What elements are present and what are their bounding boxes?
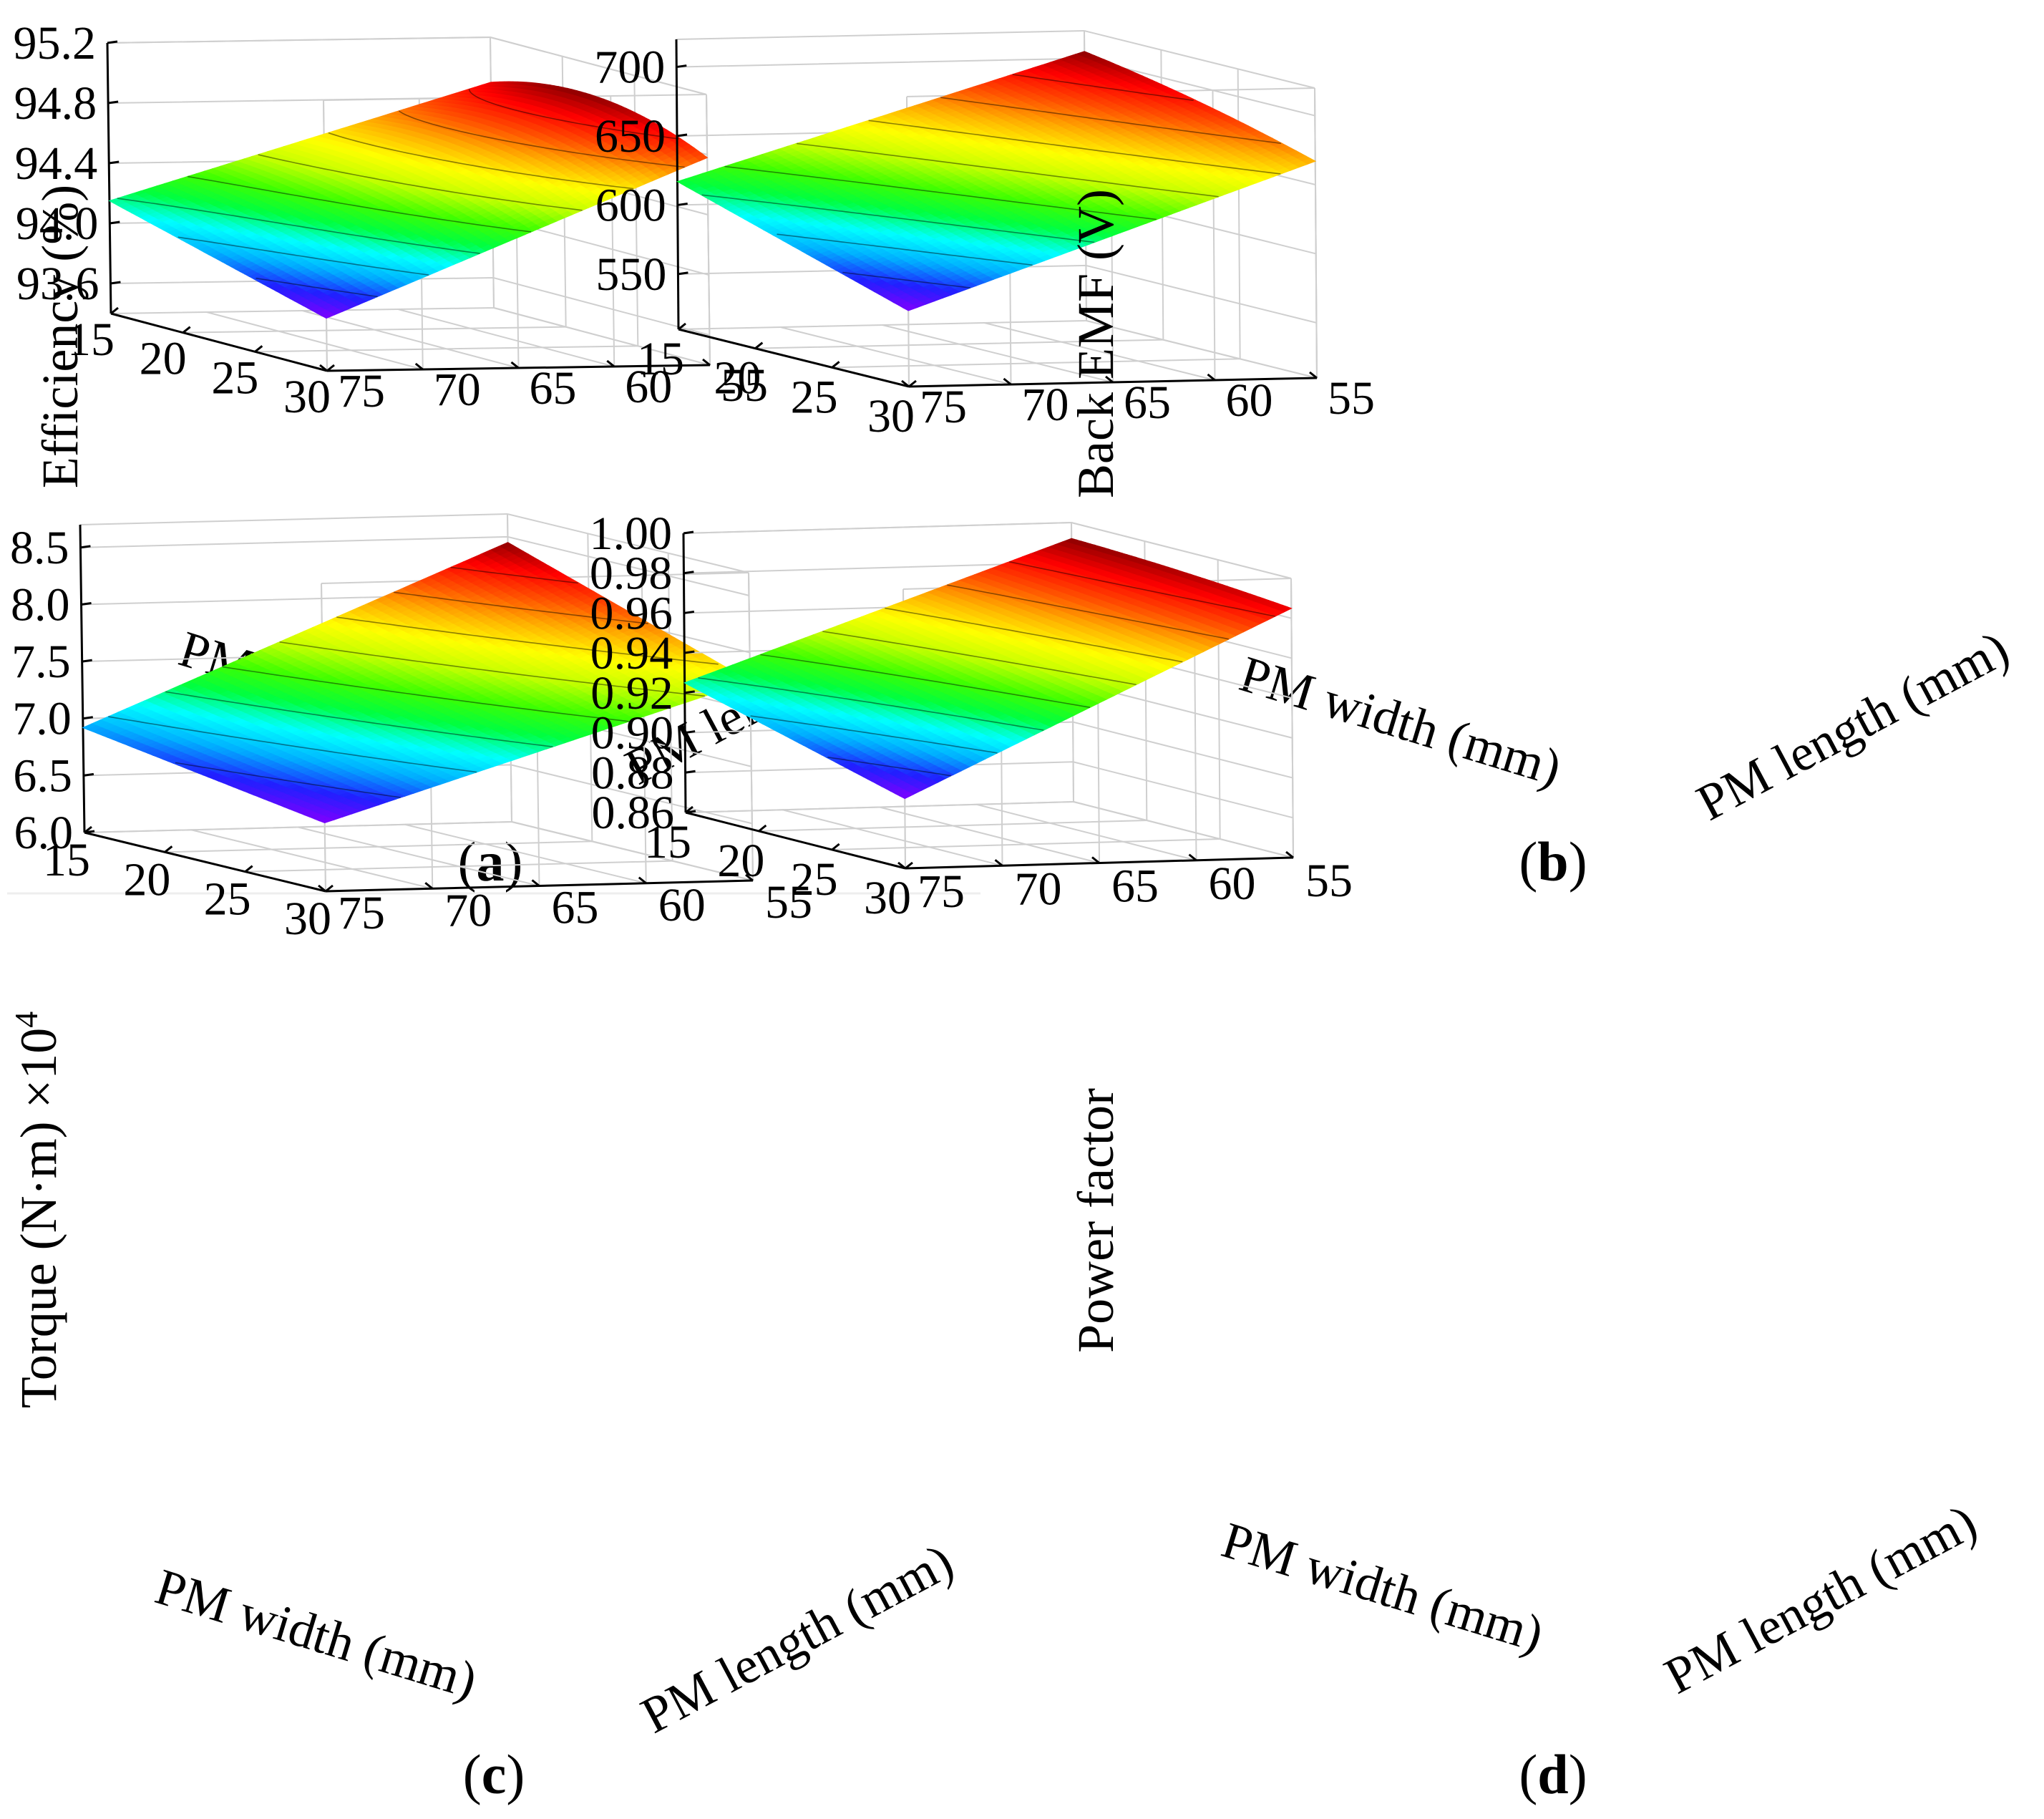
panel-a-x-tick-label: 30 (283, 371, 331, 423)
panel-b-x-tick (754, 341, 764, 349)
panel-a-z-tick-label: 93.6 (16, 258, 99, 310)
panel-a-z-tick (107, 40, 118, 44)
panel-a-y-tick-label: 70 (434, 364, 481, 416)
panel-a-grid-z (107, 36, 707, 95)
panel-a-y-tick-label: 75 (338, 365, 385, 417)
panel-b-y-axis-title: PM length (mm) (1688, 620, 2018, 832)
panel-a-z-tick (107, 100, 119, 105)
panel-a-z-tick-label: 95.2 (14, 17, 97, 69)
panel-b-x-tick-label: 15 (637, 333, 684, 385)
panel-b-z-tick-label: 650 (595, 110, 666, 163)
panel-b-x-tick-label: 20 (714, 352, 761, 404)
panel-a-z-tick (110, 220, 120, 225)
panel-b-back-emf-chart: Back EMF (V) PM width (mm) PM length (mm… (594, 30, 2018, 893)
panel-a-caption-letter: a (477, 830, 505, 893)
panel-a-z-tick-label: 94.0 (16, 198, 99, 250)
panel-b-caption: (b) (1519, 830, 1587, 893)
panel-a-y-tick-label: 65 (530, 362, 577, 414)
panel-b-z-axis (675, 39, 680, 330)
panel-b-z-axis-title: Back EMF (V) (1067, 189, 1124, 498)
panel-b-y-tick-label: 75 (920, 381, 967, 433)
panel-b-z-tick-label: 700 (594, 42, 665, 94)
panel-a-z-tick (109, 160, 120, 165)
panel-a-x-tick (110, 306, 119, 315)
panel-a-z-tick-label: 94.8 (14, 77, 97, 130)
panel-a-x-tick-label: 20 (140, 333, 187, 385)
panel-a-z-axis (106, 42, 112, 314)
panel-b-y-tick-label: 60 (1226, 374, 1273, 427)
panel-a-grid-z (110, 276, 710, 336)
panel-b-y-tick-label: 55 (1328, 372, 1375, 425)
panel-b-z-tick (677, 202, 688, 206)
panel-b-box-edge (676, 30, 1085, 40)
panel-b-x-tick-label: 25 (791, 371, 838, 423)
panel-b-caption-letter: b (1537, 830, 1568, 893)
panel-b-z-tick (676, 133, 688, 137)
panel-b-x-axis-title: PM width (mm) (1233, 645, 1567, 797)
panel-a-x-tick-label: 25 (211, 351, 258, 404)
panel-b-y-tick-label: 70 (1022, 379, 1069, 431)
panel-b-x-tick-label: 30 (867, 390, 915, 442)
panel-b-y-tick-label: 65 (1124, 377, 1171, 429)
panel-c-box-edge (79, 513, 508, 525)
panel-a-x-tick (254, 345, 263, 353)
panel-b-z-tick-label: 550 (595, 248, 666, 301)
panel-a-z-tick (110, 281, 121, 285)
panel-b-z-tick (676, 64, 687, 69)
panel-a-surface (108, 81, 709, 319)
panel-a-x-axis (110, 312, 328, 372)
panel-a-x-tick-label: 15 (67, 314, 115, 366)
panel-a-z-tick-label: 94.4 (15, 137, 98, 190)
panel-b-z-tick (678, 271, 688, 276)
panel-b-x-tick (831, 361, 840, 369)
panel-a-x-tick (182, 326, 191, 334)
panel-b-z-tick-label: 600 (595, 179, 666, 231)
panel-c-z-axis (79, 524, 86, 833)
